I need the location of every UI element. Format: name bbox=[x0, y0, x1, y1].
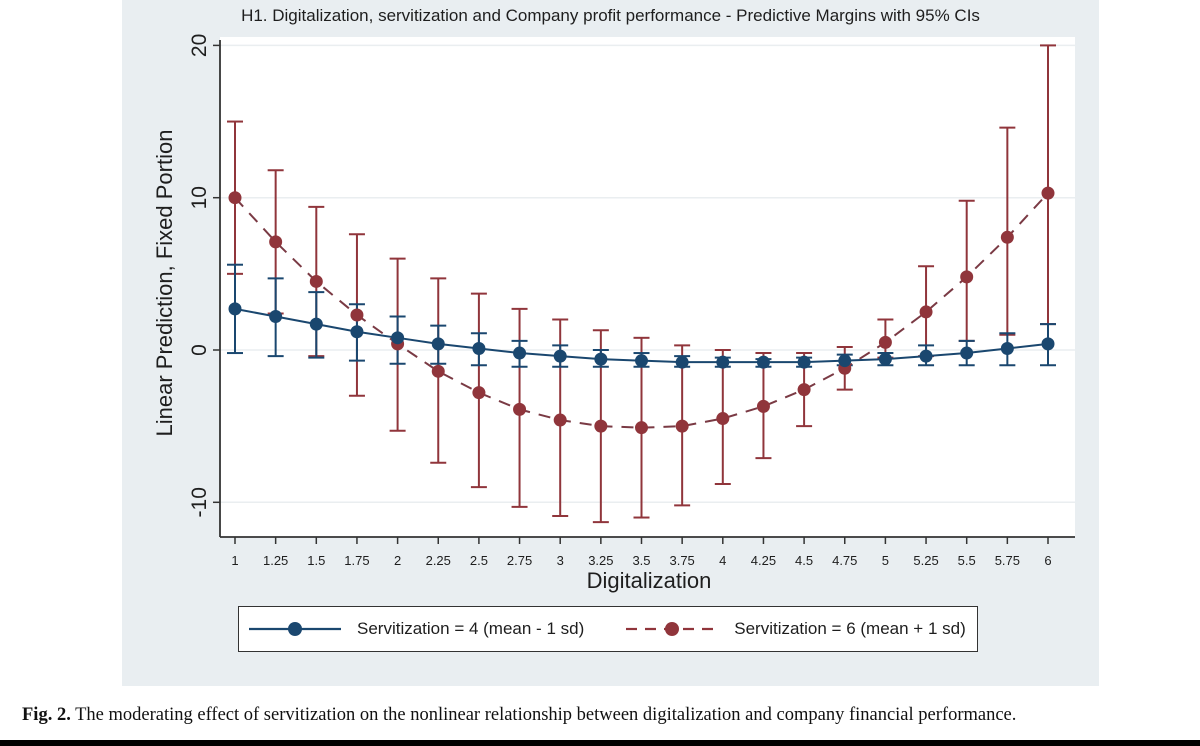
x-tick-label: 3.5 bbox=[632, 553, 650, 568]
x-tick-label: 1.75 bbox=[344, 553, 369, 568]
legend-item-servitization-4: Servitization = 4 (mean - 1 sd) bbox=[247, 619, 584, 639]
caption-label: Fig. 2. bbox=[22, 705, 71, 725]
data-point-series-0 bbox=[797, 355, 811, 369]
x-tick-label: 6 bbox=[1044, 553, 1051, 568]
caption-text: The moderating effect of servitization o… bbox=[70, 705, 1017, 725]
legend-symbol-dashed-red bbox=[626, 622, 719, 636]
figure-caption: Fig. 2. The moderating effect of serviti… bbox=[22, 705, 1016, 726]
data-point-series-0 bbox=[594, 352, 608, 366]
x-tick-label: 2.75 bbox=[507, 553, 532, 568]
data-point-series-0 bbox=[756, 355, 770, 369]
x-tick-label: 2.5 bbox=[470, 553, 488, 568]
legend-symbol-solid-blue bbox=[249, 622, 341, 636]
data-point-series-0 bbox=[675, 355, 689, 369]
data-point-series-1 bbox=[635, 421, 648, 435]
data-point-series-0 bbox=[1041, 337, 1055, 351]
grid-lines bbox=[220, 44, 1075, 504]
y-tick-label: 20 bbox=[188, 34, 211, 57]
data-point-series-1 bbox=[675, 419, 689, 433]
data-point-series-1 bbox=[228, 191, 242, 205]
x-tick-label: 3.25 bbox=[588, 553, 613, 568]
legend: Servitization = 4 (mean - 1 sd) Servitiz… bbox=[238, 606, 978, 652]
data-point-series-1 bbox=[513, 402, 527, 416]
data-point-series-0 bbox=[878, 352, 892, 366]
data-point-series-1 bbox=[960, 270, 974, 284]
x-tick-label: 5.25 bbox=[913, 553, 938, 568]
data-point-series-1 bbox=[431, 364, 445, 378]
legend-label: Servitization = 6 (mean + 1 sd) bbox=[734, 619, 966, 638]
data-point-series-0 bbox=[309, 317, 323, 331]
series-markers bbox=[228, 186, 1055, 435]
data-point-series-0 bbox=[1000, 341, 1014, 355]
data-point-series-0 bbox=[919, 349, 933, 363]
y-tick-label: 10 bbox=[188, 186, 211, 209]
bottom-border bbox=[0, 740, 1200, 746]
data-point-series-0 bbox=[838, 354, 852, 368]
data-point-series-0 bbox=[228, 302, 242, 316]
data-point-series-0 bbox=[269, 309, 283, 323]
plot-area bbox=[220, 37, 1075, 537]
x-tick-label: 4 bbox=[719, 553, 726, 568]
legend-label: Servitization = 4 (mean - 1 sd) bbox=[357, 619, 585, 638]
data-point-series-1 bbox=[472, 386, 486, 400]
series-line-1 bbox=[234, 192, 1049, 429]
data-point-series-1 bbox=[756, 399, 770, 413]
x-axis-label: Digitalization bbox=[587, 568, 712, 593]
x-tick-label: 1.25 bbox=[263, 553, 288, 568]
data-point-series-0 bbox=[391, 331, 405, 345]
data-point-series-1 bbox=[594, 419, 608, 433]
x-tick-label: 2.25 bbox=[426, 553, 451, 568]
data-point-series-0 bbox=[513, 346, 527, 360]
data-point-series-0 bbox=[960, 346, 974, 360]
axes: -10 0 10 20 1 1.25 1.5 1.75 2 2.25 2.5 2.75 3 3.25 3.5… bbox=[188, 34, 1075, 568]
figure-panel: H1. Digitalization, servitization and Co… bbox=[122, 0, 1099, 686]
x-tick-label: 2 bbox=[394, 553, 401, 568]
x-tick-label: 3.75 bbox=[669, 553, 694, 568]
data-point-series-0 bbox=[716, 355, 730, 369]
data-point-series-0 bbox=[350, 325, 364, 339]
x-tick-label: 5 bbox=[882, 553, 889, 568]
y-axis-label: Linear Prediction, Fixed Portion bbox=[152, 130, 177, 437]
x-tick-label: 4.25 bbox=[751, 553, 776, 568]
x-tick-label: 5.75 bbox=[995, 553, 1020, 568]
data-point-series-1 bbox=[1000, 230, 1014, 244]
data-point-series-1 bbox=[716, 412, 730, 426]
x-tick-label: 4.5 bbox=[795, 553, 813, 568]
data-point-series-1 bbox=[350, 308, 364, 322]
y-tick-label: 0 bbox=[188, 344, 211, 356]
x-tick-label: 3 bbox=[557, 553, 564, 568]
data-point-series-0 bbox=[431, 337, 445, 351]
y-tick-label: -10 bbox=[188, 487, 211, 517]
data-point-series-0 bbox=[472, 341, 486, 355]
data-point-series-1 bbox=[919, 305, 933, 319]
data-point-series-1 bbox=[878, 335, 892, 349]
legend-item-servitization-6: Servitization = 6 (mean + 1 sd) bbox=[624, 619, 966, 639]
chart-title: H1. Digitalization, servitization and Co… bbox=[241, 6, 980, 25]
data-point-series-1 bbox=[269, 235, 283, 249]
x-tick-label: 1 bbox=[231, 553, 238, 568]
data-point-series-0 bbox=[553, 349, 567, 363]
data-point-series-1 bbox=[797, 383, 811, 397]
x-tick-label: 4.75 bbox=[832, 553, 857, 568]
data-point-series-0 bbox=[635, 354, 648, 368]
data-point-series-1 bbox=[553, 413, 567, 427]
chart-plot: -10 0 10 20 1 1.25 1.5 1.75 2 2.25 2.5 2.75 3 3.25 3.5… bbox=[152, 34, 1075, 593]
x-tick-label: 5.5 bbox=[958, 553, 976, 568]
data-point-series-1 bbox=[1041, 186, 1055, 200]
x-tick-label: 1.5 bbox=[307, 553, 325, 568]
data-point-series-1 bbox=[309, 274, 323, 288]
